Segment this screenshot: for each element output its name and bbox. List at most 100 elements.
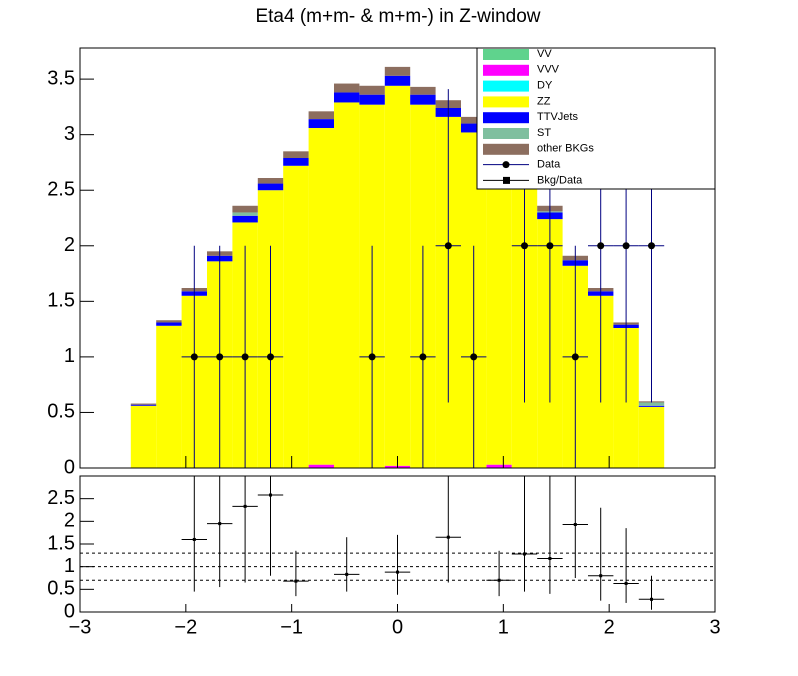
x-tick-label: 2	[604, 616, 615, 638]
x-tick-label: −2	[174, 616, 197, 638]
x-tick-label: 0	[392, 616, 403, 638]
stack-segment	[384, 75, 411, 86]
legend-label: TTVJets	[537, 111, 578, 123]
data-marker	[241, 353, 249, 361]
y-tick-label: 1.5	[47, 532, 75, 554]
y-tick-label: 2	[64, 234, 75, 256]
stack-segment	[232, 215, 258, 223]
y-tick-label: 2	[64, 510, 75, 532]
data-marker	[267, 353, 274, 361]
data-marker	[622, 242, 630, 250]
data-point	[461, 245, 487, 468]
ratio-point	[638, 575, 665, 610]
data-marker	[546, 242, 554, 250]
legend-label: VVV	[537, 64, 560, 76]
stack-segment	[359, 94, 385, 105]
ratio-point	[207, 476, 233, 588]
ratio-point	[511, 476, 538, 592]
stack-segment	[156, 325, 182, 468]
x-tick-label: 1	[498, 616, 509, 638]
stack-segment	[384, 85, 411, 466]
ratio-marker	[523, 552, 526, 556]
ratio-point	[486, 550, 512, 597]
ratio-marker	[218, 522, 222, 526]
ratio-marker	[599, 574, 603, 578]
stack-segment	[638, 405, 665, 407]
ratio-point	[283, 550, 309, 597]
stack-segment	[410, 94, 436, 105]
stack-segment	[308, 119, 334, 128]
data-marker	[597, 242, 605, 250]
stack-segment	[308, 128, 334, 465]
ratio-marker	[269, 493, 272, 497]
stack-segment	[257, 178, 284, 184]
legend-label: other BKGs	[537, 143, 594, 155]
y-tick-label: 1	[64, 345, 75, 367]
ratio-point	[384, 534, 411, 595]
stack-segment	[410, 86, 436, 95]
legend-label: Data	[537, 159, 561, 171]
stack-segment	[486, 464, 512, 468]
legend-label: Bkg/Data	[537, 174, 583, 186]
stack-segment	[232, 205, 258, 213]
y-tick-label: 0	[64, 456, 75, 478]
data-point	[232, 245, 258, 468]
y-tick-label: 0.5	[47, 578, 75, 600]
data-marker	[368, 353, 376, 361]
ratio-marker	[192, 537, 196, 541]
data-point	[410, 245, 436, 468]
ratio-point	[181, 476, 207, 592]
y-tick-label: 2.5	[47, 487, 75, 509]
stack-segment	[156, 320, 182, 323]
stack-segment	[130, 405, 157, 468]
stack-segment	[638, 406, 665, 468]
y-tick-label: 1	[64, 555, 75, 577]
ratio-marker	[294, 579, 298, 583]
data-marker	[470, 353, 478, 361]
legend-swatch	[483, 64, 529, 76]
data-marker	[571, 353, 579, 361]
ratio-point	[613, 528, 639, 603]
legend-label: ST	[537, 127, 551, 139]
ratio-point	[562, 476, 588, 578]
legend-marker	[502, 161, 510, 169]
data-marker	[419, 353, 427, 361]
legend-label: ZZ	[537, 95, 551, 107]
data-point	[359, 245, 385, 468]
data-marker	[190, 353, 198, 361]
stack-segment	[283, 165, 309, 468]
stack-segment	[156, 322, 182, 326]
y-tick-label: 0.5	[47, 401, 75, 423]
chart-title: Eta4 (m+m- & m+m-) in Z-window	[255, 6, 540, 27]
legend-swatch	[483, 143, 529, 155]
y-tick-label: 1.5	[47, 290, 75, 312]
stack-segment	[257, 183, 284, 191]
legend-swatch	[483, 80, 529, 92]
ratio-marker	[243, 504, 247, 508]
ratio-marker	[446, 535, 450, 539]
data-marker	[444, 242, 452, 250]
data-point	[257, 245, 284, 468]
stack-segment	[283, 158, 309, 166]
ratio-point	[334, 537, 360, 592]
stack-segment	[130, 403, 157, 405]
ratio-marker	[548, 557, 552, 561]
ratio-marker	[345, 572, 349, 576]
y-tick-label: 3	[64, 123, 75, 145]
stack-segment	[461, 116, 487, 124]
ratio-marker	[624, 581, 628, 585]
stack-segment	[359, 85, 385, 95]
data-point	[207, 245, 233, 468]
data-marker	[521, 242, 528, 250]
data-point	[181, 245, 207, 468]
ratio-point	[435, 476, 461, 583]
stack-segment	[308, 464, 334, 468]
stack-segment	[232, 212, 258, 216]
legend-marker	[503, 176, 510, 184]
ratio-marker	[396, 570, 399, 574]
stack-segment	[384, 66, 411, 76]
y-tick-label: 0	[64, 600, 75, 622]
data-point	[435, 89, 461, 403]
data-point	[562, 245, 588, 468]
